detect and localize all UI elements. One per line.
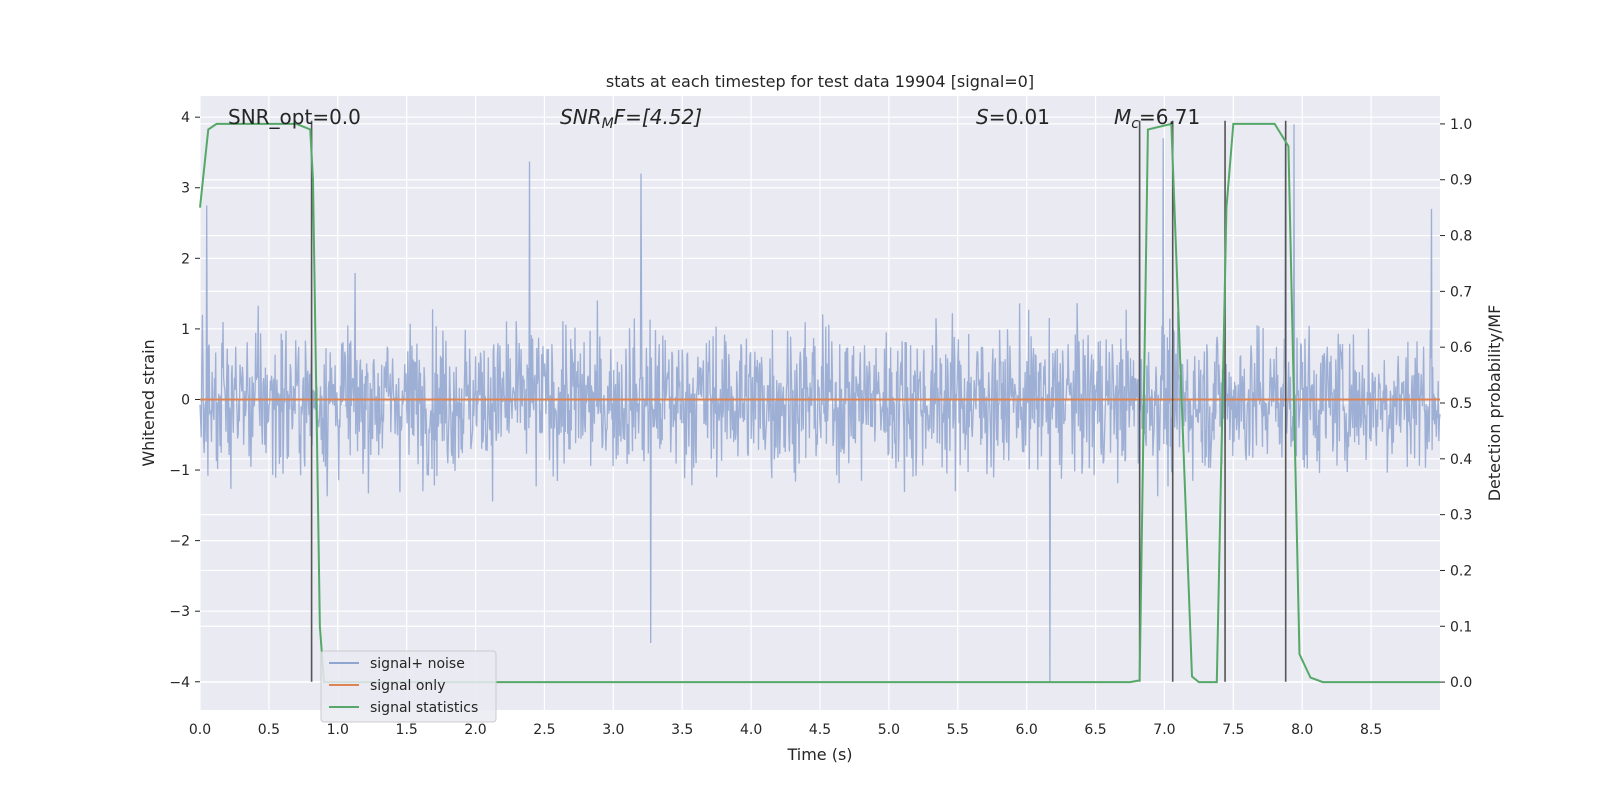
y-tick-label-right: 0.5 bbox=[1450, 396, 1472, 412]
legend: signal+ noise signal only signal statist… bbox=[320, 650, 497, 723]
annotation-s: S=0.01 bbox=[976, 105, 1050, 129]
y-tick-label-right: 0.8 bbox=[1450, 229, 1472, 245]
annotation-snr-opt: SNR_opt=0.0 bbox=[228, 105, 361, 129]
x-tick-label: 8.0 bbox=[1291, 722, 1313, 738]
y-tick-label-right: 0.2 bbox=[1450, 563, 1472, 579]
x-tick-label: 6.0 bbox=[1016, 722, 1038, 738]
y-axis-label-left: Whitened strain bbox=[139, 339, 158, 466]
x-tick-label: 7.0 bbox=[1153, 722, 1175, 738]
y-tick-label-left: −1 bbox=[169, 463, 190, 479]
y-tick-label-left: −4 bbox=[169, 675, 190, 691]
x-axis-label: Time (s) bbox=[786, 745, 852, 764]
y-tick-label-right: 0.1 bbox=[1450, 619, 1472, 635]
legend-label-statistics: signal statistics bbox=[370, 700, 478, 716]
y-tick-label-right: 0.4 bbox=[1450, 452, 1472, 468]
signal-statistics-line bbox=[199, 122, 1440, 684]
x-tick-label: 5.5 bbox=[947, 722, 969, 738]
x-tick-label: 4.0 bbox=[740, 722, 762, 738]
y-tick-label-right: 0.9 bbox=[1450, 173, 1472, 189]
y-tick-label-left: 1 bbox=[181, 322, 190, 338]
x-tick-label: 3.5 bbox=[671, 722, 693, 738]
annotation-snr-mf: SNRMF=[4.52] bbox=[560, 105, 702, 132]
y-tick-label-left: −2 bbox=[169, 534, 190, 550]
statistics-series-layer bbox=[199, 122, 1440, 684]
legend-label-noise: signal+ noise bbox=[370, 656, 465, 672]
x-tick-label: 1.5 bbox=[396, 722, 418, 738]
x-tick-label: 5.0 bbox=[878, 722, 900, 738]
y-tick-label-right: 1.0 bbox=[1450, 117, 1472, 133]
x-tick-label: 0.5 bbox=[258, 722, 280, 738]
x-tick-label: 3.0 bbox=[602, 722, 624, 738]
y-tick-label-left: 4 bbox=[181, 110, 190, 126]
y-tick-label-right: 0.6 bbox=[1450, 340, 1472, 356]
y-tick-label-left: 0 bbox=[181, 392, 190, 408]
x-tick-label: 1.0 bbox=[327, 722, 349, 738]
y-tick-label-left: 3 bbox=[181, 181, 190, 197]
y-tick-label-right: 0.0 bbox=[1450, 675, 1472, 691]
legend-box bbox=[320, 650, 497, 723]
y-tick-label-left: −3 bbox=[169, 604, 190, 620]
y-axis-label-right: Detection probability/MF bbox=[1485, 305, 1504, 502]
x-tick-label: 2.0 bbox=[464, 722, 486, 738]
y-tick-label-right: 0.7 bbox=[1450, 284, 1472, 300]
x-tick-label: 8.5 bbox=[1360, 722, 1382, 738]
x-tick-label: 2.5 bbox=[533, 722, 555, 738]
y-tick-label-right: 0.3 bbox=[1450, 508, 1472, 524]
noise-series-layer bbox=[199, 124, 1441, 682]
x-tick-label: 4.5 bbox=[809, 722, 831, 738]
signal-noise-line bbox=[199, 124, 1441, 682]
x-tick-label: 7.5 bbox=[1222, 722, 1244, 738]
x-tick-label: 6.5 bbox=[1084, 722, 1106, 738]
tick-layer: 0.0 0.5 1.0 1.5 2.0 2.5 3.0 3.5 4.0 4.5 5.0 5.5 6.0 6… bbox=[169, 110, 1472, 738]
vertical-marker-layer bbox=[310, 120, 1287, 682]
y-tick-label-left: 2 bbox=[181, 251, 190, 267]
annotation-mc: Mc=6.71 bbox=[1114, 105, 1200, 132]
x-tick-label: 0.0 bbox=[189, 722, 211, 738]
legend-label-signal: signal only bbox=[370, 678, 445, 694]
chart-title: stats at each timestep for test data 199… bbox=[606, 72, 1034, 91]
